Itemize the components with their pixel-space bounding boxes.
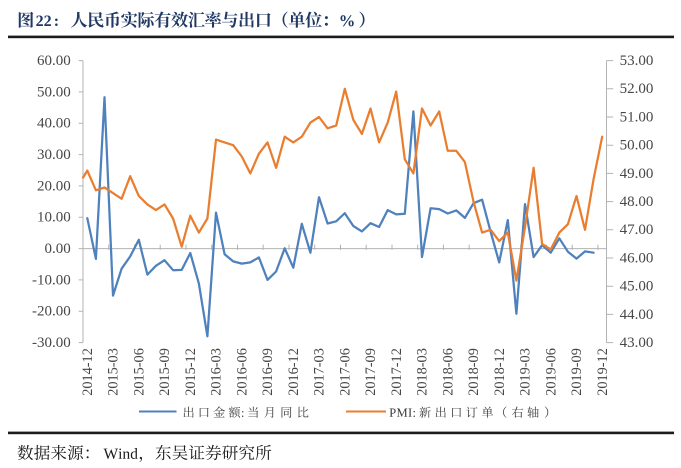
svg-text:2016-12: 2016-12: [286, 348, 302, 396]
svg-text:20.00: 20.00: [37, 178, 71, 194]
svg-text:2015-12: 2015-12: [183, 348, 199, 396]
svg-text:2017-03: 2017-03: [312, 348, 328, 396]
svg-text:2019-09: 2019-09: [569, 348, 585, 396]
svg-text:30.00: 30.00: [37, 147, 71, 163]
svg-text:2015-06: 2015-06: [132, 348, 148, 396]
svg-text:-30.00: -30.00: [32, 335, 71, 351]
svg-text:0.00: 0.00: [45, 241, 71, 257]
svg-text:50.00: 50.00: [37, 84, 71, 100]
svg-text:40.00: 40.00: [37, 116, 71, 132]
svg-text:2018-12: 2018-12: [492, 348, 508, 396]
svg-text:2019-06: 2019-06: [543, 348, 559, 396]
svg-text:2017-09: 2017-09: [363, 348, 379, 396]
svg-text:2018-06: 2018-06: [440, 348, 456, 396]
svg-text:-10.00: -10.00: [32, 272, 71, 288]
svg-text:47.00: 47.00: [620, 222, 654, 238]
svg-text:2019-03: 2019-03: [518, 348, 534, 396]
svg-text:2017-12: 2017-12: [389, 348, 405, 396]
svg-text:2015-03: 2015-03: [106, 348, 122, 396]
svg-text:2018-09: 2018-09: [466, 348, 482, 396]
svg-text:2017-06: 2017-06: [337, 348, 353, 396]
svg-text:2016-09: 2016-09: [260, 348, 276, 396]
svg-text:10.00: 10.00: [37, 210, 71, 226]
svg-text:44.00: 44.00: [620, 307, 654, 323]
svg-text:2016-03: 2016-03: [209, 348, 225, 396]
svg-text:2018-03: 2018-03: [415, 348, 431, 396]
svg-text:53.00: 53.00: [620, 53, 654, 69]
svg-text::: :: [54, 13, 59, 30]
svg-text:51.00: 51.00: [620, 109, 654, 125]
svg-text:49.00: 49.00: [620, 166, 654, 182]
svg-text:2015-09: 2015-09: [157, 348, 173, 396]
svg-text:60.00: 60.00: [37, 53, 71, 69]
svg-text:2019-12: 2019-12: [595, 348, 611, 396]
svg-text:48.00: 48.00: [620, 194, 654, 210]
svg-text:46.00: 46.00: [620, 250, 654, 266]
svg-text:43.00: 43.00: [620, 335, 654, 351]
svg-text:52.00: 52.00: [620, 81, 654, 97]
svg-text:-20.00: -20.00: [32, 304, 71, 320]
svg-text:2016-06: 2016-06: [235, 348, 251, 396]
svg-text:22: 22: [36, 13, 52, 30]
svg-text:45.00: 45.00: [620, 279, 654, 295]
svg-text:50.00: 50.00: [620, 138, 654, 154]
svg-text:2014-12: 2014-12: [80, 348, 96, 396]
